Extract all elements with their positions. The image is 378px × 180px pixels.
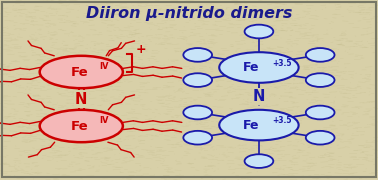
Text: Fe: Fe bbox=[243, 61, 260, 74]
Circle shape bbox=[245, 25, 273, 38]
Text: +: + bbox=[135, 42, 146, 56]
Text: +3.5: +3.5 bbox=[272, 58, 292, 68]
Text: Fe: Fe bbox=[243, 119, 260, 132]
Text: IV: IV bbox=[99, 62, 109, 71]
Circle shape bbox=[183, 131, 212, 145]
Ellipse shape bbox=[219, 52, 299, 83]
Text: Fe: Fe bbox=[71, 66, 88, 78]
Text: +3.5: +3.5 bbox=[272, 116, 292, 125]
Text: IV: IV bbox=[99, 116, 109, 125]
Ellipse shape bbox=[40, 110, 123, 142]
Circle shape bbox=[183, 48, 212, 62]
Text: Fe: Fe bbox=[71, 120, 88, 132]
Circle shape bbox=[306, 48, 335, 62]
Circle shape bbox=[306, 73, 335, 87]
Text: N: N bbox=[253, 89, 265, 104]
Text: Diiron μ-nitrido dimers: Diiron μ-nitrido dimers bbox=[86, 6, 292, 21]
Text: N: N bbox=[75, 91, 87, 107]
Circle shape bbox=[245, 154, 273, 168]
Circle shape bbox=[306, 106, 335, 119]
Circle shape bbox=[183, 106, 212, 119]
Circle shape bbox=[306, 131, 335, 145]
Circle shape bbox=[183, 73, 212, 87]
Ellipse shape bbox=[219, 110, 299, 140]
Ellipse shape bbox=[40, 56, 123, 88]
